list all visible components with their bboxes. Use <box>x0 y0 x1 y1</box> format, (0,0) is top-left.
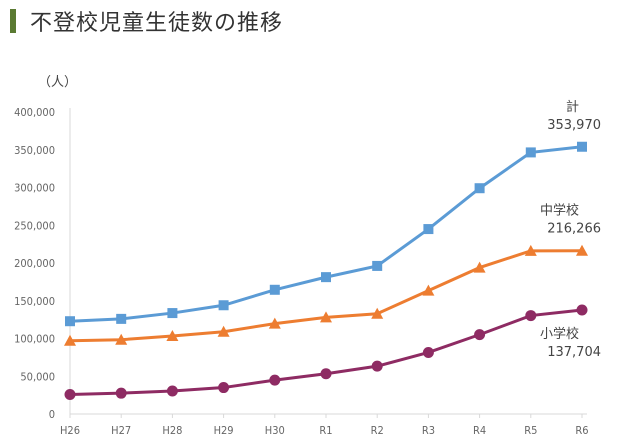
data-point-square <box>65 316 75 327</box>
data-point-triangle <box>576 244 588 256</box>
data-point-triangle <box>268 317 281 329</box>
data-point-circle <box>422 346 434 358</box>
data-point-square <box>372 260 383 271</box>
data-point-circle <box>218 382 230 394</box>
data-point-triangle <box>64 334 76 346</box>
data-point-triangle <box>371 307 384 319</box>
y-tick-label: 0 <box>49 408 55 421</box>
data-point-square <box>269 284 280 295</box>
series-end-value-label: 353,970 <box>547 118 601 133</box>
x-tick-label: H30 <box>265 424 285 437</box>
data-point-triangle <box>422 284 435 296</box>
data-point-square <box>116 313 127 324</box>
series-line-0 <box>69 145 583 323</box>
data-point-square <box>167 308 178 319</box>
y-tick-label: 50,000 <box>20 370 55 383</box>
data-point-circle <box>576 304 588 316</box>
data-point-square <box>474 183 485 194</box>
data-point-square <box>218 300 229 311</box>
series-end-value-label: 137,704 <box>547 345 601 360</box>
y-tick-label: 100,000 <box>14 333 55 346</box>
y-tick-label: 200,000 <box>14 257 55 270</box>
data-point-square <box>525 147 536 158</box>
data-point-triangle <box>166 330 179 342</box>
y-tick-label: 250,000 <box>14 219 55 232</box>
x-tick-label: R3 <box>422 424 435 437</box>
data-point-triangle <box>115 333 128 345</box>
x-tick-label: H28 <box>162 424 182 437</box>
x-tick-label: H26 <box>60 424 80 437</box>
data-point-circle <box>474 329 486 341</box>
data-point-circle <box>371 360 383 372</box>
series-end-value-label: 216,266 <box>547 222 601 237</box>
chart-title-block: 不登校児童生徒数の推移 <box>10 6 283 36</box>
data-point-triangle <box>320 311 332 323</box>
y-tick-label: 300,000 <box>14 182 55 195</box>
series-name-label: 計 <box>566 99 579 115</box>
series-line-1 <box>69 249 583 343</box>
data-point-circle <box>166 385 178 397</box>
data-point-circle <box>525 310 537 322</box>
data-point-square <box>577 141 587 152</box>
y-tick-label: 350,000 <box>14 144 55 157</box>
series-name-label: 中学校 <box>540 203 579 219</box>
x-tick-label: H29 <box>214 424 234 437</box>
data-point-square <box>321 272 331 283</box>
data-point-circle <box>115 387 127 399</box>
data-point-triangle <box>473 261 486 273</box>
x-tick-label: R5 <box>524 424 537 437</box>
y-unit-label: （人） <box>38 75 77 90</box>
data-point-circle <box>320 368 332 380</box>
data-point-square <box>423 224 434 235</box>
series-line-2 <box>69 308 583 396</box>
data-point-triangle <box>524 244 537 256</box>
data-point-circle <box>269 374 281 386</box>
x-tick-label: R6 <box>575 424 588 437</box>
chart-title: 不登校児童生徒数の推移 <box>30 11 284 36</box>
y-tick-label: 150,000 <box>14 295 55 308</box>
x-tick-label: H27 <box>111 424 131 437</box>
y-tick-label: 400,000 <box>14 106 55 119</box>
data-point-circle <box>64 388 76 400</box>
series-name-label: 小学校 <box>540 326 579 342</box>
x-tick-label: R4 <box>473 424 486 437</box>
data-point-triangle <box>217 325 230 337</box>
title-accent-bar <box>10 9 16 33</box>
x-tick-label: R2 <box>371 424 384 437</box>
x-tick-label: R1 <box>319 424 332 437</box>
